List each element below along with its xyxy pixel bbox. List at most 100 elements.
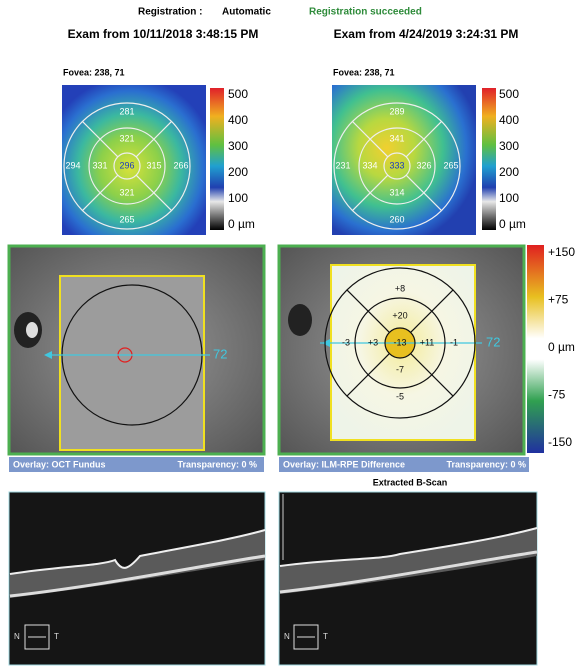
etdrs-ring	[113, 152, 141, 180]
thickness-scale-label: 300	[228, 139, 248, 153]
thickness-scale-label: 200	[228, 165, 248, 179]
thickness-sector-value: 314	[389, 187, 404, 197]
registration-status: Registration succeeded	[309, 7, 422, 18]
scan-arrow	[322, 339, 330, 347]
thickness-scale-label: 100	[499, 191, 519, 205]
etdrs-spoke	[346, 353, 390, 397]
thickness-sector-value: 231	[335, 160, 350, 170]
thickness-sector-value: 266	[173, 160, 188, 170]
thickness-sector-value: 341	[389, 133, 404, 143]
etdrs-spoke	[82, 121, 119, 158]
thickness-sector-value: 321	[119, 133, 134, 143]
overlay-label: Overlay: ILM-RPE Difference	[283, 459, 405, 469]
etdrs-spoke	[352, 121, 389, 158]
difference-sector-value: +8	[395, 283, 405, 293]
difference-sector-value: -13	[393, 337, 406, 347]
fovea-label: Fovea: 238, 71	[63, 67, 125, 77]
bscan-title: Extracted B-Scan	[373, 477, 448, 487]
etdrs-spoke	[352, 174, 389, 211]
etdrs-spoke	[410, 289, 454, 333]
thickness-scale-label: 500	[228, 87, 248, 101]
orientation-label: T	[54, 632, 59, 641]
difference-scale-label: -150	[548, 435, 572, 449]
thickness-sector-value: 265	[119, 214, 134, 224]
difference-colorbar	[527, 245, 544, 453]
etdrs-ring	[333, 102, 461, 230]
thickness-scale-label: 0 µm	[499, 217, 526, 231]
difference-scale-label: 0 µm	[548, 340, 575, 354]
optic-disc	[26, 322, 38, 338]
difference-sector-value: -3	[342, 337, 350, 347]
thickness-scale-label: 400	[228, 113, 248, 127]
scan-position: 72	[213, 346, 227, 361]
registration-mode: Automatic	[222, 7, 271, 18]
orientation-box	[293, 624, 319, 650]
etdrs-ring	[358, 127, 436, 205]
difference-sector-value: -1	[450, 337, 458, 347]
difference-scale-label: -75	[548, 388, 566, 402]
etdrs-spoke	[346, 289, 390, 333]
exam-title: Exam from 10/11/2018 3:48:15 PM	[68, 27, 259, 41]
orientation-label: N	[284, 632, 290, 641]
thickness-sector-value: 334	[362, 160, 377, 170]
difference-sector-value: +20	[392, 310, 407, 320]
thickness-sector-value: 321	[119, 187, 134, 197]
etdrs-ring	[384, 327, 416, 359]
thickness-sector-value: 315	[146, 160, 161, 170]
difference-sector-value: -5	[396, 391, 404, 401]
difference-sector-value: +3	[368, 337, 378, 347]
thickness-colorbar	[210, 88, 224, 230]
etdrs-ring	[63, 102, 191, 230]
thickness-sector-value: 260	[389, 214, 404, 224]
transparency-label: Transparency: 0 %	[446, 459, 526, 469]
overlay-bar	[9, 457, 264, 472]
thickness-scale-label: 500	[499, 87, 519, 101]
etdrs-spoke	[82, 174, 119, 211]
overlay-label: Overlay: OCT Fundus	[13, 459, 106, 469]
thickness-sector-value: 265	[443, 160, 458, 170]
orientation-label: N	[14, 632, 20, 641]
etdrs-spoke	[135, 121, 172, 158]
thickness-sector-value: 333	[389, 160, 404, 170]
thickness-scale-label: 400	[499, 113, 519, 127]
difference-sector-value: -7	[396, 364, 404, 374]
thickness-sector-value: 294	[65, 160, 80, 170]
difference-scale-label: +150	[548, 245, 575, 259]
etdrs-ring	[383, 152, 411, 180]
etdrs-spoke	[410, 353, 454, 397]
etdrs-spoke	[405, 121, 442, 158]
thickness-colorbar	[482, 88, 496, 230]
orientation-label: T	[323, 632, 328, 641]
scan-area	[59, 275, 205, 451]
thickness-sector-value: 326	[416, 160, 431, 170]
thickness-sector-value: 296	[119, 160, 134, 170]
fovea-label: Fovea: 238, 71	[333, 67, 395, 77]
thickness-scale-label: 200	[499, 165, 519, 179]
scan-arrow	[44, 351, 52, 359]
transparency-label: Transparency: 0 %	[177, 459, 257, 469]
orientation-box	[24, 624, 50, 650]
retina-layer	[10, 530, 265, 598]
thickness-sector-value: 281	[119, 106, 134, 116]
optic-disc	[288, 304, 312, 336]
difference-sector-value: +11	[420, 337, 435, 347]
exam-title: Exam from 4/24/2019 3:24:31 PM	[334, 27, 519, 41]
etdrs-ring	[354, 297, 446, 389]
etdrs-ring	[88, 127, 166, 205]
registration-label: Registration :	[138, 7, 202, 18]
ilm-line	[9, 529, 266, 575]
thickness-sector-value: 289	[389, 106, 404, 116]
difference-scale-label: +75	[548, 293, 569, 307]
thickness-sector-value: 331	[92, 160, 107, 170]
thickness-map	[332, 85, 476, 235]
retina-layer	[280, 528, 537, 594]
ilm-line	[279, 527, 538, 567]
rpe-line	[279, 550, 538, 594]
etdrs-ring	[324, 267, 476, 419]
thickness-scale-label: 0 µm	[228, 217, 255, 231]
overlay-bar	[279, 457, 529, 472]
rpe-line	[9, 554, 266, 598]
thickness-scale-label: 100	[228, 191, 248, 205]
etdrs-spoke	[405, 174, 442, 211]
thickness-map	[62, 85, 206, 235]
